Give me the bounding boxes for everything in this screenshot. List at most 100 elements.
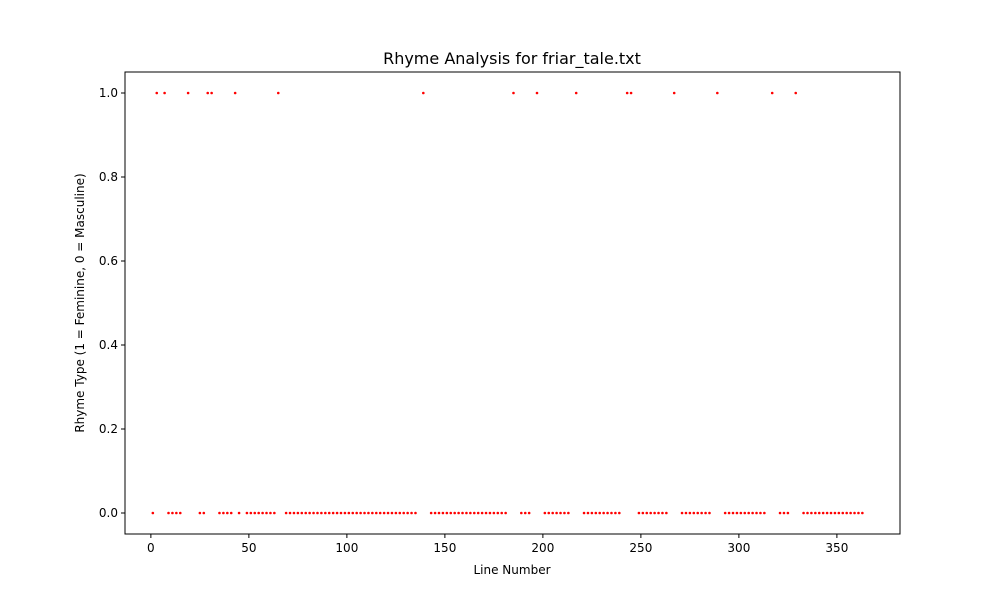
data-point: [175, 511, 178, 515]
data-point: [574, 91, 578, 95]
data-point: [786, 511, 790, 515]
data-point: [649, 511, 652, 515]
data-point: [253, 511, 257, 515]
data-point: [324, 511, 327, 515]
data-point: [680, 511, 684, 515]
data-point: [692, 511, 696, 515]
data-point: [802, 511, 805, 515]
data-point: [292, 511, 296, 515]
data-point: [598, 511, 602, 515]
data-point: [845, 511, 848, 515]
x-tick-label: 300: [727, 541, 750, 555]
data-point: [441, 511, 445, 515]
data-point: [629, 91, 633, 95]
data-point: [492, 511, 496, 515]
data-point: [594, 511, 598, 515]
data-point: [269, 511, 272, 515]
data-point: [335, 511, 339, 515]
data-point: [378, 511, 382, 515]
data-point: [276, 91, 280, 95]
data-point: [245, 511, 249, 515]
data-point: [229, 511, 233, 515]
data-point: [708, 511, 711, 515]
data-point: [610, 511, 613, 515]
data-point: [429, 511, 433, 515]
x-tick-label: 350: [825, 541, 848, 555]
data-point: [563, 511, 566, 515]
data-point: [390, 511, 394, 515]
data-point: [684, 511, 688, 515]
data-point: [210, 91, 213, 95]
data-point: [488, 511, 492, 515]
data-point: [237, 511, 241, 515]
data-point: [751, 511, 754, 515]
x-tick-label: 250: [629, 541, 652, 555]
data-point: [233, 91, 237, 95]
data-point: [688, 511, 692, 515]
plot-frame: [124, 71, 901, 535]
data-point: [527, 511, 531, 515]
data-point: [763, 511, 766, 515]
data-point: [382, 511, 386, 515]
data-point: [716, 91, 719, 95]
data-point: [202, 511, 206, 515]
data-point: [614, 511, 617, 515]
data-point: [347, 511, 351, 515]
data-point: [171, 511, 174, 515]
data-point: [331, 511, 335, 515]
data-point: [449, 511, 453, 515]
data-point: [284, 511, 288, 515]
data-point: [445, 511, 449, 515]
x-axis-ticks: 0 50 100 150 200 250 300 350: [147, 534, 848, 555]
data-point: [273, 511, 276, 515]
data-point: [206, 91, 210, 95]
data-point: [500, 511, 504, 515]
data-point: [770, 91, 774, 95]
data-point: [257, 511, 260, 515]
data-point: [178, 511, 182, 515]
data-point: [817, 511, 821, 515]
data-point: [480, 511, 484, 515]
data-point: [672, 91, 676, 95]
data-point: [226, 511, 229, 515]
data-point: [355, 511, 358, 515]
y-axis-ticks: 0.0 0.2 0.4 0.6 0.8 1.0: [99, 86, 125, 520]
data-point: [453, 511, 456, 515]
data-point: [739, 511, 743, 515]
data-point: [288, 511, 292, 515]
data-points: [151, 91, 864, 515]
data-point: [186, 91, 190, 95]
data-point: [735, 511, 739, 515]
data-point: [778, 511, 782, 515]
y-tick-label: 0.0: [99, 506, 118, 520]
y-axis-label: Rhyme Type (1 = Feminine, 0 = Masculine): [73, 173, 87, 432]
data-point: [308, 511, 311, 515]
data-point: [810, 511, 813, 515]
data-point: [857, 511, 860, 515]
x-tick-label: 150: [433, 541, 456, 555]
data-point: [723, 511, 727, 515]
x-tick-label: 0: [147, 541, 155, 555]
data-point: [641, 511, 645, 515]
data-point: [829, 511, 833, 515]
data-point: [759, 511, 762, 515]
x-tick-label: 200: [531, 541, 554, 555]
data-point: [523, 511, 527, 515]
data-point: [747, 511, 750, 515]
data-point: [155, 91, 159, 95]
data-point: [300, 511, 304, 515]
data-point: [696, 511, 700, 515]
data-point: [645, 511, 649, 515]
data-point: [833, 511, 837, 515]
data-point: [512, 91, 515, 95]
data-point: [849, 511, 852, 515]
data-point: [727, 511, 731, 515]
data-point: [661, 511, 664, 515]
data-point: [437, 511, 441, 515]
data-point: [316, 511, 319, 515]
data-point: [743, 511, 747, 515]
data-point: [657, 511, 660, 515]
data-point: [414, 511, 417, 515]
data-point: [422, 91, 425, 95]
data-point: [590, 511, 594, 515]
